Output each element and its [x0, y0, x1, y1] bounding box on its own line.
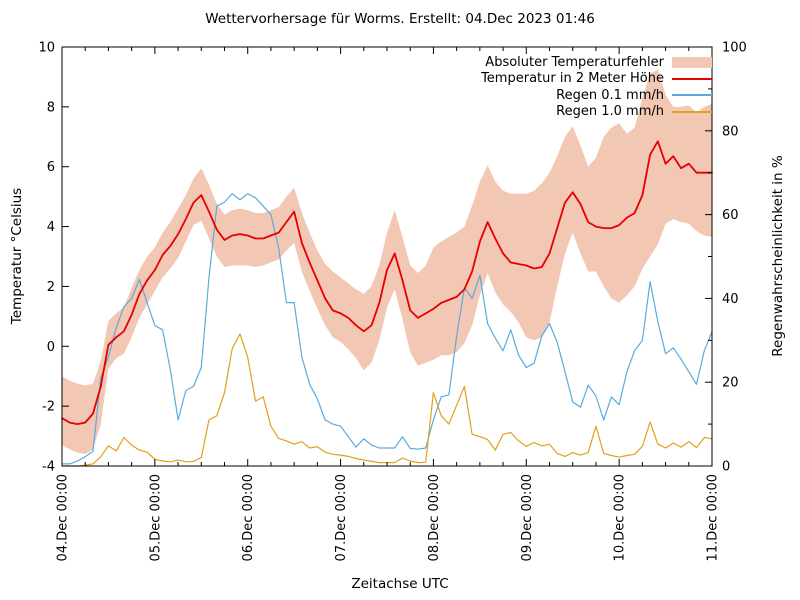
legend-label-rain-10: Regen 1.0 mm/h — [556, 104, 664, 120]
y-tick-label: -2 — [42, 400, 55, 415]
legend-label-temperature: Temperatur in 2 Meter Höhe — [481, 71, 664, 87]
x-tick-label: 07.Dec 00:00 — [334, 474, 349, 561]
x-tick-label: 09.Dec 00:00 — [520, 474, 535, 561]
legend-label-rain-01: Regen 0.1 mm/h — [556, 87, 664, 103]
y-tick-label: 8 — [47, 100, 55, 115]
y-tick-label: -4 — [42, 460, 55, 475]
y-tick-label: 10 — [38, 41, 55, 56]
x-tick-label: 11.Dec 00:00 — [706, 474, 721, 561]
y-tick-label: 2 — [47, 280, 55, 295]
legend: Absoluter Temperaturfehler Temperatur in… — [481, 54, 712, 120]
y-tick-label: 0 — [47, 340, 55, 355]
legend-row-rain-10: Regen 1.0 mm/h — [481, 104, 712, 121]
x-tick-label: 08.Dec 00:00 — [427, 474, 442, 561]
legend-label-error-band: Absoluter Temperaturfehler — [485, 54, 664, 70]
legend-row-rain-01: Regen 0.1 mm/h — [481, 87, 712, 104]
temperature-line — [61, 140, 713, 426]
x-axis-label: Zeitachse UTC — [351, 576, 449, 592]
rain-10-line-swatch — [672, 110, 712, 113]
rain-01-line-swatch — [672, 94, 712, 97]
rain-01-line — [61, 193, 713, 465]
chart-title: Wettervorhersage für Worms. Erstellt: 04… — [205, 11, 595, 27]
legend-row-temperature: Temperatur in 2 Meter Höhe — [481, 71, 712, 88]
y2-tick-label: 40 — [722, 292, 739, 307]
y2-tick-label: 20 — [722, 376, 739, 391]
y2-tick-label: 0 — [722, 460, 730, 475]
y2-tick-label: 100 — [722, 41, 747, 56]
legend-row-error-band: Absoluter Temperaturfehler — [481, 54, 712, 71]
y-tick-label: 4 — [47, 220, 55, 235]
temperature-error-band — [62, 69, 712, 455]
y2-tick-label: 60 — [722, 208, 739, 223]
x-tick-label: 04.Dec 00:00 — [56, 474, 71, 561]
plot-border — [61, 46, 713, 467]
temperature-line-swatch — [672, 77, 712, 80]
y2-tick-label: 80 — [722, 124, 739, 139]
x-tick-label: 10.Dec 00:00 — [613, 474, 628, 561]
y-tick-label: 6 — [47, 160, 55, 175]
error-band-swatch — [672, 56, 712, 68]
x-tick-label: 05.Dec 00:00 — [148, 474, 163, 561]
x-tick-label: 06.Dec 00:00 — [241, 474, 256, 561]
